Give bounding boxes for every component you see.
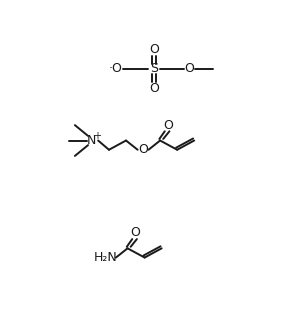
Text: N: N [87, 134, 97, 147]
Text: O: O [149, 82, 159, 95]
Text: O: O [130, 226, 140, 239]
Text: +: + [93, 131, 101, 141]
Text: O: O [138, 143, 148, 156]
Text: O: O [149, 43, 159, 56]
Text: O: O [163, 119, 173, 132]
Text: O: O [185, 63, 194, 75]
Text: S: S [150, 63, 158, 75]
Text: H₂N: H₂N [94, 251, 118, 264]
Text: ·O: ·O [109, 63, 123, 75]
